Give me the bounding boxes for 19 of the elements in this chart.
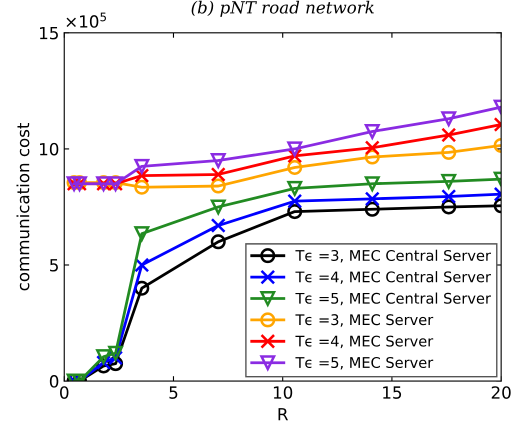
legend-label: Tϵ =5, MEC Central Server bbox=[295, 292, 491, 306]
x-axis-title: R bbox=[278, 408, 288, 420]
legend-label: Tϵ =3, MEC Central Server bbox=[295, 250, 491, 262]
y-tick-label: 15 bbox=[40, 27, 58, 40]
legend-label: Tϵ =3, MEC Server bbox=[295, 314, 434, 327]
x-tick-label: 5 bbox=[169, 386, 178, 399]
chart-title: (b) pNT road network bbox=[192, 0, 374, 17]
x-tick-label: 20 bbox=[492, 386, 511, 399]
y-axis-title: communication cost bbox=[16, 122, 30, 290]
text: ×10$^{5}$ bbox=[66, 12, 106, 28]
x-tick-label: 10 bbox=[274, 386, 292, 399]
y-tick-label: 5 bbox=[50, 259, 58, 272]
x-tick-label: 0 bbox=[60, 386, 68, 399]
y-tick-label: 10 bbox=[40, 142, 58, 156]
x-tick-label: 15 bbox=[383, 386, 402, 399]
y-tick-label: 0 bbox=[50, 375, 58, 388]
legend-label: Tϵ =4, MEC Server bbox=[295, 336, 434, 348]
legend-label: Tϵ =4, MEC Central Server bbox=[295, 271, 491, 284]
legend-label: Tϵ =5, MEC Server bbox=[295, 356, 434, 370]
